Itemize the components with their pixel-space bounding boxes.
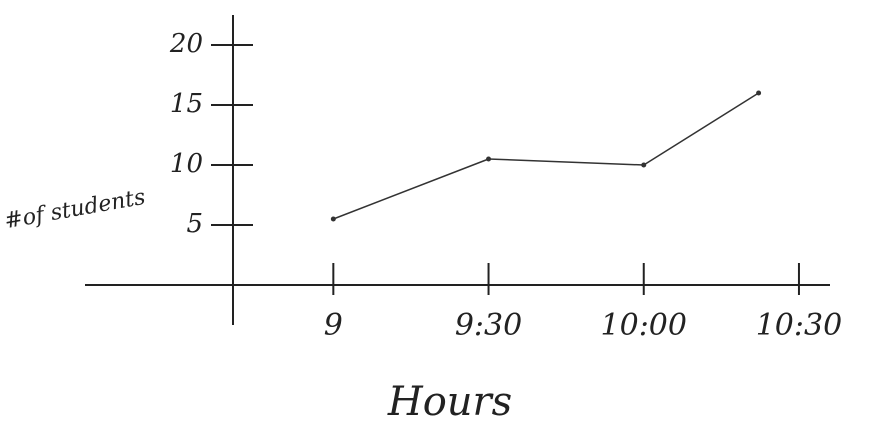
data-point bbox=[330, 216, 336, 222]
x-tick-label: 10:00 bbox=[601, 308, 687, 343]
y-tick-label: 15 bbox=[170, 89, 203, 119]
data-point bbox=[486, 156, 492, 162]
x-tick-label: 9:30 bbox=[455, 308, 522, 343]
x-tick-label: 10:30 bbox=[756, 308, 842, 343]
data-line bbox=[333, 92, 760, 220]
y-tick-label: 20 bbox=[169, 29, 203, 59]
data-point bbox=[641, 162, 647, 168]
x-axis-label: Hours bbox=[387, 379, 512, 425]
data-point bbox=[756, 90, 762, 96]
y-tick-label: 5 bbox=[186, 209, 203, 239]
x-tick-label: 9 bbox=[324, 308, 343, 343]
y-tick-label: 10 bbox=[170, 149, 203, 179]
y-axis-label: #of students bbox=[3, 185, 148, 234]
